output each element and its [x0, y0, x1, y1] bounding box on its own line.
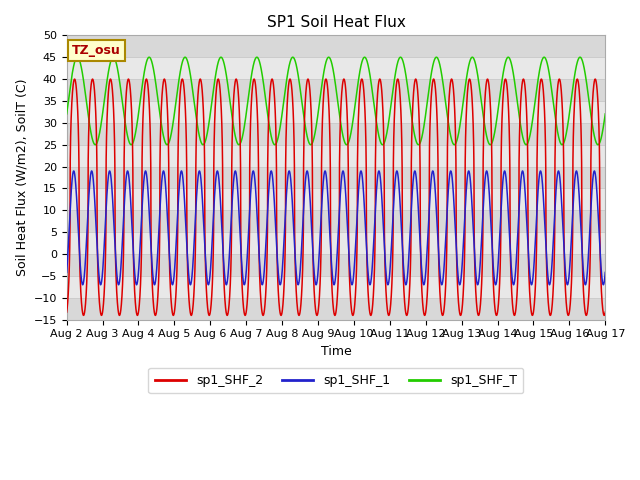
sp1_SHF_T [579, 59, 587, 65]
Line: sp1_SHF_1: sp1_SHF_1 [67, 171, 605, 285]
Bar [67, 276, 605, 298]
sp1_SHF_1 [268, 168, 275, 174]
sp1_SHF_2 [520, 76, 527, 82]
sp1_SHF_1 [246, 207, 253, 213]
Bar [67, 101, 605, 123]
sp1_SHF_T [558, 142, 566, 148]
sp1_SHF_2 [472, 284, 479, 289]
sp1_SHF_T [456, 120, 464, 126]
sp1_SHF_1 [63, 270, 70, 276]
X-axis label: Time: Time [321, 345, 351, 358]
sp1_SHF_T [317, 84, 325, 90]
sp1_SHF_2 [456, 312, 464, 318]
Text: TZ_osu: TZ_osu [72, 44, 121, 57]
Bar [67, 36, 605, 57]
sp1_SHF_2 [602, 309, 609, 315]
Bar [67, 167, 605, 189]
sp1_SHF_T [602, 111, 609, 117]
sp1_SHF_1 [318, 203, 326, 209]
sp1_SHF_1 [472, 269, 479, 275]
sp1_SHF_T [63, 111, 70, 117]
sp1_SHF_2 [317, 161, 325, 167]
sp1_SHF_2 [246, 173, 253, 179]
Bar [67, 189, 605, 210]
Bar [67, 145, 605, 167]
Bar [67, 79, 605, 101]
Bar [67, 210, 605, 232]
Bar [67, 57, 605, 79]
sp1_SHF_1 [602, 270, 609, 276]
Bar [67, 254, 605, 276]
Line: sp1_SHF_T: sp1_SHF_T [67, 57, 605, 145]
Line: sp1_SHF_2: sp1_SHF_2 [67, 79, 605, 315]
sp1_SHF_T [472, 61, 479, 67]
sp1_SHF_1 [579, 259, 587, 265]
sp1_SHF_T [246, 85, 253, 91]
Bar [67, 232, 605, 254]
sp1_SHF_1 [259, 282, 266, 288]
sp1_SHF_1 [572, 168, 580, 174]
sp1_SHF_2 [511, 312, 518, 318]
sp1_SHF_T [540, 54, 548, 60]
Title: SP1 Soil Heat Flux: SP1 Soil Heat Flux [266, 15, 405, 30]
sp1_SHF_1 [457, 280, 465, 286]
sp1_SHF_2 [572, 80, 580, 86]
Y-axis label: Soil Heat Flux (W/m2), SoilT (C): Soil Heat Flux (W/m2), SoilT (C) [15, 79, 28, 276]
Bar [67, 298, 605, 320]
Legend: sp1_SHF_2, sp1_SHF_1, sp1_SHF_T: sp1_SHF_2, sp1_SHF_1, sp1_SHF_T [148, 368, 524, 393]
sp1_SHF_T [572, 64, 580, 70]
Bar [67, 123, 605, 145]
sp1_SHF_2 [63, 309, 70, 315]
sp1_SHF_2 [579, 271, 587, 276]
